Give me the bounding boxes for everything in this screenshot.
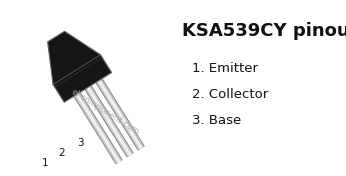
Text: el-component.com: el-component.com <box>69 87 141 137</box>
Text: 1: 1 <box>42 158 48 168</box>
Text: 3. Base: 3. Base <box>192 114 241 127</box>
Text: 1. Emitter: 1. Emitter <box>192 62 258 75</box>
Text: 3: 3 <box>77 138 83 148</box>
Text: 2. Collector: 2. Collector <box>192 88 268 101</box>
Text: KSA539CY pinout: KSA539CY pinout <box>182 22 346 40</box>
Text: 2: 2 <box>59 148 65 158</box>
Polygon shape <box>48 31 112 102</box>
